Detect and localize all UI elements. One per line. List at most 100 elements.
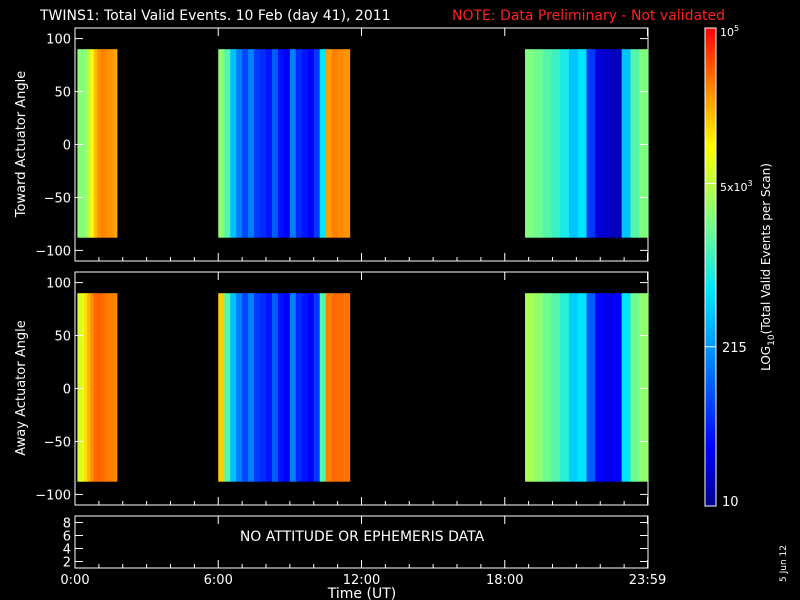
away-block-1-strip-20 [337,293,345,482]
toward-block-0-strip-7 [100,49,105,238]
away-block-1-strip-14 [301,293,309,482]
toward-block-0-strip-0 [77,49,82,238]
away-block-2-strip-7 [586,293,596,482]
away-block-0-strip-4 [90,293,95,482]
away-y-tick-label--100: −100 [35,488,71,503]
toward-block-1-strip-16 [313,49,321,238]
away-block-0-strip-9 [106,293,111,482]
toward-block-0-strip-9 [106,49,111,238]
toward-y-tick-label-0: 0 [63,139,71,154]
toward-block-1-strip-11 [283,49,291,238]
x-tick-label-1: 6:00 [204,573,233,588]
away-block-1-strip-3 [236,293,243,482]
time-x-axis: 0:00 6:00 12:00 18:00 23:59 [60,28,666,588]
away-block-1-strip-7 [260,293,267,482]
away-block-2-strip-13 [639,293,649,482]
away-block-1-strip-15 [307,293,315,482]
away-block-1-strip-6 [254,293,261,482]
x-axis-label: Time (UT) [327,586,396,600]
away-block-0-strip-11 [113,293,118,482]
away-block-2-strip-6 [577,293,588,482]
toward-block-2-strip-13 [639,49,649,238]
toward-block-1-strip-3 [236,49,243,238]
toward-block-2-strip-3 [551,49,561,238]
attitude-y-tick-label-8: 8 [63,517,71,532]
toward-block-1-strip-17 [319,49,327,238]
colorbar-low-label: 215 [722,341,747,356]
away-block-2-strip-5 [568,293,579,482]
away-y-tick-label-50: 50 [54,330,71,345]
away-block-1-strip-2 [230,293,237,482]
away-block-1-strip-4 [242,293,249,482]
toward-block-0-strip-10 [110,49,115,238]
away-block-0-strip-0 [77,293,82,482]
date-stamp: 5 Jun 12 [779,545,789,582]
toward-block-1-strip-21 [343,49,351,238]
toward-block-2-strip-7 [586,49,596,238]
colorbar-top-label: 105 [720,24,739,39]
away-block-2-strip-9 [604,293,614,482]
away-y-axis: 100 50 0 −50 −100 [35,277,648,503]
no-data-message: NO ATTITUDE OR EPHEMERIS DATA [240,529,485,545]
toward-block-2-strip-8 [595,49,605,238]
away-block-1-strip-18 [325,293,333,482]
toward-block-2-strip-10 [612,49,623,238]
away-block-1-strip-8 [266,293,273,482]
toward-block-0-strip-8 [103,49,108,238]
away-block-2-strip-3 [551,293,561,482]
away-block-1-strip-12 [289,293,297,482]
away-block-1-strip-19 [331,293,339,482]
toward-block-2-strip-1 [533,49,544,238]
away-ylabel: Away Actuator Angle [14,320,29,455]
toward-y-tick-label--100: −100 [35,244,71,259]
away-y-tick-label-100: 100 [46,277,71,292]
away-block-1-strip-13 [295,293,303,482]
toward-block-2-strip-11 [621,49,632,238]
chart-title: TWINS1: Total Valid Events. 10 Feb (day … [39,8,391,24]
attitude-y-tick-label-2: 2 [63,556,71,571]
away-block-1-strip-17 [319,293,327,482]
colorbar [704,27,717,507]
x-tick-label-2: 12:00 [343,573,380,588]
toward-y-axis: 100 50 0 −50 −100 [35,33,648,259]
toward-block-0-strip-11 [113,49,118,238]
away-block-1-strip-11 [283,293,291,482]
toward-block-1-strip-12 [289,49,297,238]
away-block-1-strip-16 [313,293,321,482]
toward-block-0-strip-6 [97,49,101,238]
x-tick-label-3: 18:00 [486,573,523,588]
toward-block-1-strip-5 [248,49,255,238]
colorbar-bottom-label: 10 [722,495,739,510]
toward-block-1-strip-15 [307,49,315,238]
toward-block-1-strip-0 [218,49,225,238]
toward-block-2-strip-9 [604,49,614,238]
away-block-2-strip-2 [542,293,552,482]
away-block-2-strip-10 [612,293,623,482]
away-block-2-strip-11 [621,293,632,482]
toward-block-1-strip-2 [230,49,237,238]
toward-block-2-strip-12 [630,49,640,238]
away-heatmap [77,293,649,482]
colorbar-label: LOG10(Total Valid Events per Scan) [759,163,777,371]
colorbar-mid-label: 5x103 [720,179,753,194]
toward-block-0-strip-2 [83,49,88,238]
away-block-0-strip-10 [110,293,115,482]
attitude-y-tick-label-4: 4 [63,543,71,558]
away-block-1-strip-1 [224,293,231,482]
toward-block-1-strip-4 [242,49,249,238]
away-block-0-strip-2 [83,293,88,482]
away-block-2-strip-0 [525,293,535,482]
toward-block-2-strip-4 [560,49,570,238]
attitude-y-tick-label-6: 6 [63,530,71,545]
away-block-0-strip-6 [97,293,101,482]
toward-heatmap [77,49,649,238]
away-block-0-strip-8 [103,293,108,482]
x-tick-label-0: 0:00 [60,573,89,588]
toward-block-1-strip-13 [295,49,303,238]
away-block-0-strip-7 [100,293,105,482]
toward-block-2-strip-2 [542,49,552,238]
away-block-0-strip-5 [93,293,98,482]
away-block-1-strip-0 [218,293,225,482]
